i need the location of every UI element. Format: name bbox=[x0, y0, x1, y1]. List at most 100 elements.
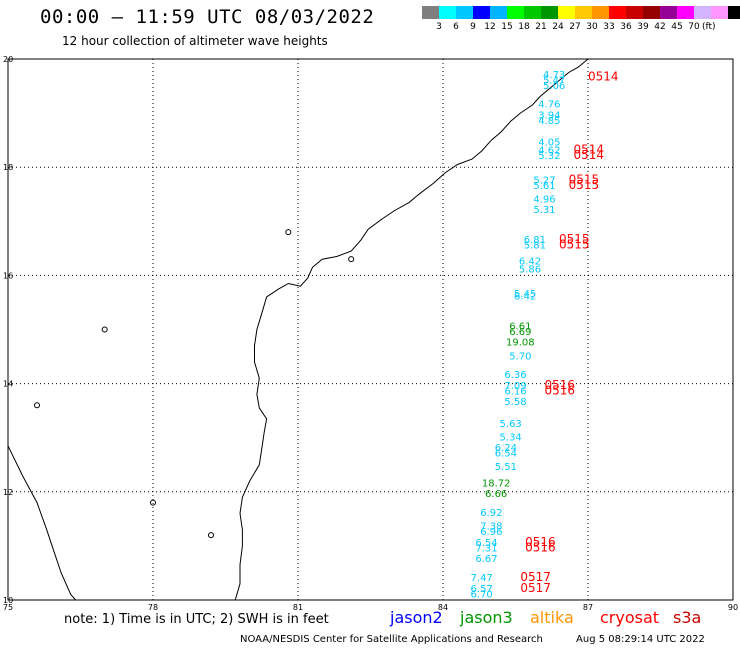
lon-tick-label: 78 bbox=[148, 603, 158, 612]
color-swatch bbox=[422, 6, 439, 19]
wave-height-label: 3.94 bbox=[538, 111, 560, 122]
pass-time-label: 0516 bbox=[525, 535, 556, 549]
pass-time-label: 0516 bbox=[525, 540, 556, 554]
inland-water bbox=[101, 326, 108, 333]
wave-height-label: 6.61 bbox=[509, 322, 531, 333]
color-swatch bbox=[728, 6, 740, 19]
wave-height-label: 5.81 bbox=[524, 240, 546, 251]
wave-height-label: 4.96 bbox=[533, 194, 555, 205]
legend-note: note: 1) Time is in UTC; 2) SWH is in fe… bbox=[64, 612, 329, 627]
lat-tick-label: 10 bbox=[3, 596, 13, 605]
wave-height-label: 6.92 bbox=[480, 508, 502, 519]
wave-height-label: 5.31 bbox=[533, 205, 555, 216]
color-swatch bbox=[626, 6, 643, 19]
pass-time-label: 0516 bbox=[545, 383, 576, 397]
page-subtitle: 12 hour collection of altimeter wave hei… bbox=[62, 34, 328, 48]
page-title: 00:00 – 11:59 UTC 08/03/2022 bbox=[40, 6, 375, 28]
wave-height-label: 5.63 bbox=[500, 419, 522, 430]
color-scale-tick: 12 bbox=[484, 22, 496, 32]
pass-time-label: 0514 bbox=[574, 143, 605, 157]
color-swatch bbox=[660, 6, 677, 19]
wave-height-label: 5.06 bbox=[543, 81, 565, 92]
color-swatch bbox=[643, 6, 660, 19]
color-swatch bbox=[694, 6, 711, 19]
color-scale-tick: 42 bbox=[654, 22, 666, 32]
lon-tick-label: 90 bbox=[728, 603, 738, 612]
wave-height-label: 6.57 bbox=[471, 584, 493, 595]
color-swatch bbox=[507, 6, 524, 19]
color-scale-tick: 36 bbox=[620, 22, 632, 32]
lat-tick-label: 20 bbox=[3, 55, 13, 64]
pass-time-label: 0515 bbox=[569, 178, 600, 192]
pass-time-label: 0514 bbox=[574, 148, 605, 162]
color-swatch bbox=[711, 6, 728, 19]
legend-jason3: jason3 bbox=[460, 608, 513, 627]
legend-jason2: jason2 bbox=[390, 608, 443, 627]
wave-height-label: 5.27 bbox=[533, 175, 555, 186]
inland-water bbox=[150, 499, 156, 506]
wave-height-label: 6.42 bbox=[519, 257, 541, 268]
inland-water bbox=[285, 229, 292, 236]
wave-height-label: 5.32 bbox=[538, 151, 560, 162]
color-scale-tick: 9 bbox=[470, 22, 476, 32]
coastline-west bbox=[7, 445, 77, 601]
color-swatch bbox=[473, 6, 490, 19]
wave-height-label: 18.72 bbox=[482, 478, 511, 489]
coastline-east bbox=[234, 58, 589, 601]
wave-height-label: 6.16 bbox=[504, 386, 526, 397]
wave-height-label: 5.70 bbox=[509, 351, 531, 362]
color-scale-tick: 15 bbox=[501, 22, 513, 32]
inland-water bbox=[208, 532, 214, 539]
wave-height-label: 5.47 bbox=[543, 75, 565, 86]
color-scale-tick: 18 bbox=[518, 22, 530, 32]
color-swatch bbox=[558, 6, 575, 19]
map-frame bbox=[7, 58, 734, 601]
wave-height-label: 7.38 bbox=[480, 522, 502, 533]
color-scale-tick: 21 bbox=[535, 22, 547, 32]
color-swatch bbox=[609, 6, 626, 19]
lat-tick-label: 18 bbox=[3, 163, 13, 172]
wave-height-label: 7.31 bbox=[475, 543, 497, 554]
lat-tick-label: 16 bbox=[3, 271, 13, 280]
wave-height-label: 5.45 bbox=[514, 289, 536, 300]
color-scale-tick: 3 bbox=[436, 22, 442, 32]
pass-time-label: 0515 bbox=[559, 237, 590, 251]
wave-height-label: 5.58 bbox=[504, 397, 526, 408]
footer-timestamp: Aug 5 08:29:14 UTC 2022 bbox=[576, 634, 705, 645]
color-scale-tick: 33 bbox=[603, 22, 615, 32]
pass-time-label: 0517 bbox=[520, 570, 551, 584]
color-swatch bbox=[677, 6, 694, 19]
inland-water bbox=[34, 402, 40, 409]
color-swatch bbox=[541, 6, 558, 19]
wave-height-label: 6.70 bbox=[471, 589, 493, 600]
wave-height-label: 4.05 bbox=[538, 138, 560, 149]
wave-height-label: 6.42 bbox=[514, 292, 536, 303]
wave-height-label: 6.67 bbox=[475, 554, 497, 565]
wave-height-label: 6.54 bbox=[475, 538, 497, 549]
wave-height-label: 6.54 bbox=[495, 449, 517, 460]
wave-height-label: 4.76 bbox=[538, 100, 560, 111]
wave-height-label: 6.36 bbox=[504, 370, 526, 381]
wave-height-label: 5.61 bbox=[533, 181, 555, 192]
wave-height-label: 4.62 bbox=[538, 146, 560, 157]
wave-height-label: 4.85 bbox=[538, 116, 560, 127]
wave-height-label: 4.73 bbox=[543, 70, 565, 81]
wave-height-label: 19.08 bbox=[506, 338, 535, 349]
lat-tick-label: 12 bbox=[3, 488, 13, 497]
wave-height-label: 6.69 bbox=[509, 327, 531, 338]
pass-time-label: 0515 bbox=[569, 172, 600, 186]
wave-height-label: 5.86 bbox=[519, 265, 541, 276]
footer: NOAA/NESDIS Center for Satellite Applica… bbox=[240, 634, 705, 645]
wave-height-label: 6.66 bbox=[485, 489, 507, 500]
lon-tick-label: 75 bbox=[3, 603, 13, 612]
color-scale-tick: 39 bbox=[637, 22, 649, 32]
lon-tick-label: 84 bbox=[438, 603, 448, 612]
wave-height-label: 7.47 bbox=[471, 573, 493, 584]
color-swatch bbox=[592, 6, 609, 19]
wave-height-label: 5.51 bbox=[495, 462, 517, 473]
lon-tick-label: 81 bbox=[293, 603, 303, 612]
color-scale-tick: 6 bbox=[453, 22, 459, 32]
wave-height-label: 7.09 bbox=[504, 381, 526, 392]
color-swatch bbox=[439, 6, 456, 19]
wave-height-label: 6.96 bbox=[480, 527, 502, 538]
